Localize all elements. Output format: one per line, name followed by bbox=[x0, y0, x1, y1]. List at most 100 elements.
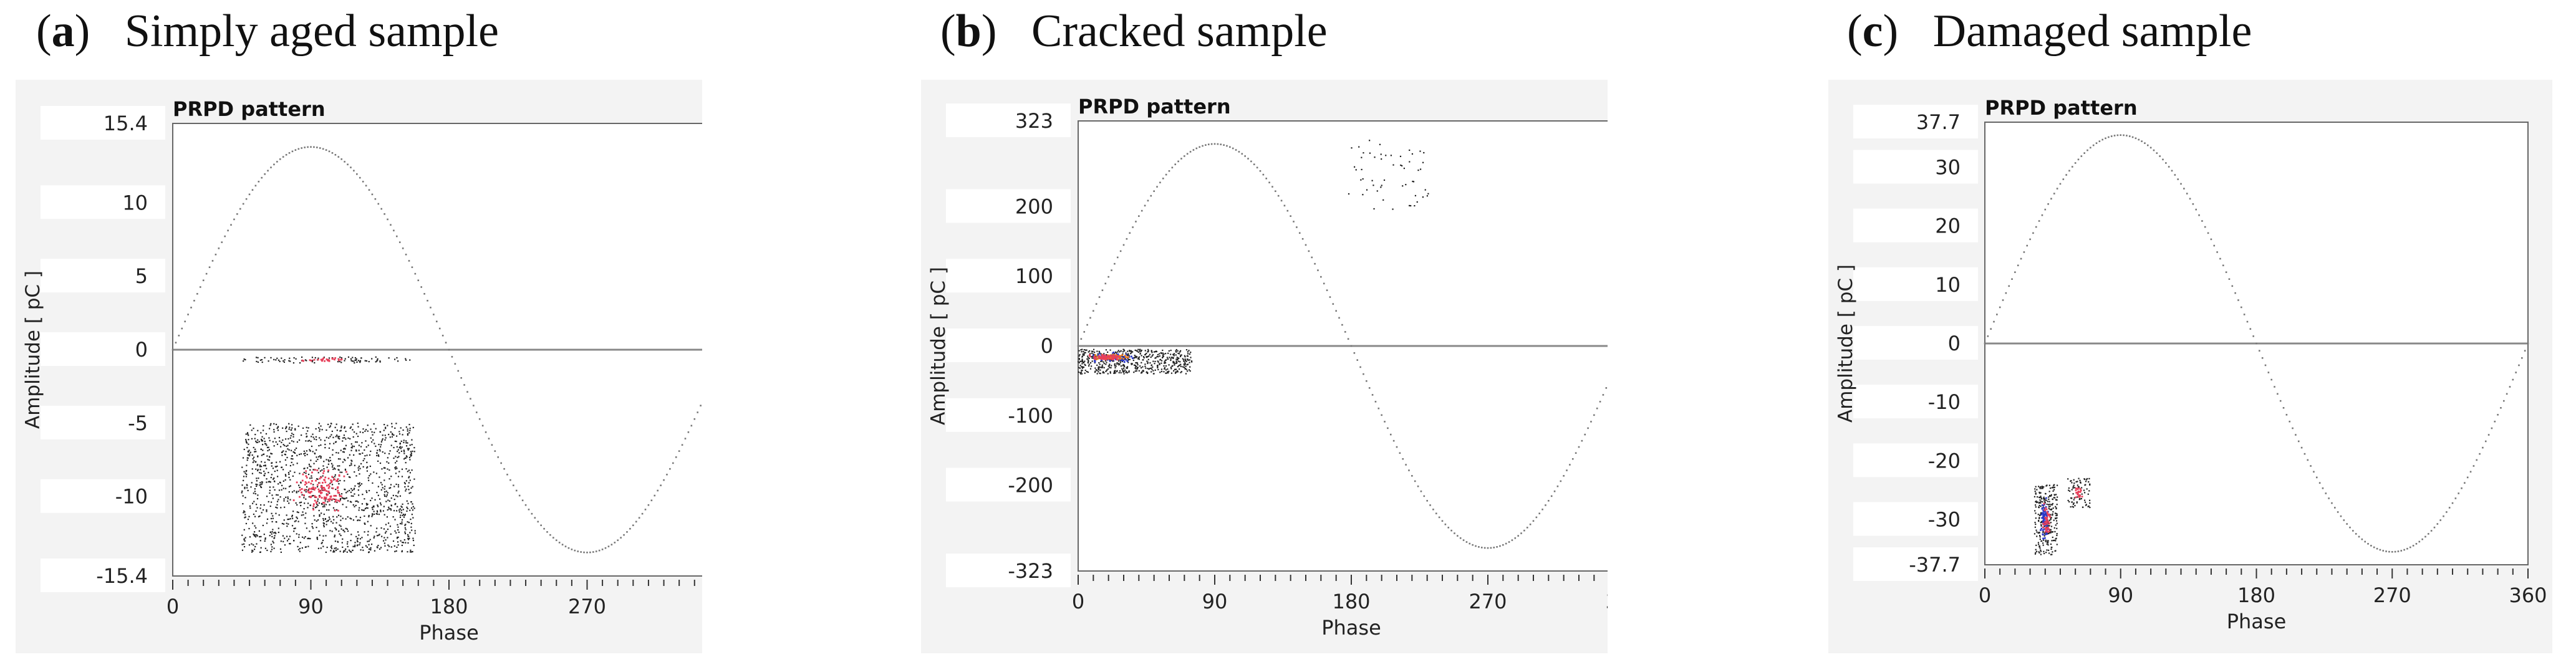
pd-point bbox=[2035, 549, 2037, 550]
pd-point bbox=[393, 486, 395, 487]
pd-point bbox=[355, 358, 357, 360]
pd-point bbox=[394, 467, 396, 469]
pd-point bbox=[1081, 369, 1083, 372]
sine-point bbox=[1520, 532, 1522, 534]
sine-point bbox=[1132, 226, 1134, 228]
sine-point bbox=[2017, 264, 2019, 267]
sine-point bbox=[1444, 523, 1447, 525]
pd-point bbox=[379, 462, 382, 464]
pd-point bbox=[358, 449, 360, 451]
pd-point bbox=[1100, 353, 1102, 355]
pd-point bbox=[306, 360, 307, 362]
pd-point bbox=[255, 468, 257, 470]
pd-point bbox=[400, 514, 402, 516]
pd-point bbox=[307, 481, 310, 484]
pd-point bbox=[2079, 479, 2081, 481]
pd-point bbox=[1426, 195, 1429, 197]
pd-point bbox=[326, 484, 328, 487]
pd-point bbox=[321, 512, 322, 514]
pd-point bbox=[1157, 361, 1159, 363]
pd-point bbox=[312, 527, 314, 529]
pd-point bbox=[1422, 161, 1424, 163]
pd-point bbox=[1156, 355, 1158, 358]
pd-point bbox=[323, 504, 325, 506]
sine-point bbox=[1462, 539, 1465, 541]
pd-point bbox=[2043, 539, 2045, 541]
pd-point bbox=[329, 504, 330, 506]
pd-point bbox=[411, 529, 413, 531]
pd-point bbox=[394, 462, 397, 464]
pd-point bbox=[2042, 505, 2044, 507]
pd-point bbox=[287, 496, 289, 498]
pd-point bbox=[1362, 194, 1364, 196]
sine-point bbox=[427, 300, 428, 302]
pd-point bbox=[396, 446, 398, 448]
sine-point bbox=[187, 314, 189, 315]
pd-point bbox=[327, 359, 329, 362]
pd-point bbox=[2055, 538, 2057, 540]
pd-point bbox=[272, 540, 274, 542]
pd-point bbox=[2045, 552, 2047, 554]
pd-point bbox=[271, 453, 273, 455]
pd-point bbox=[402, 429, 404, 431]
sine-point bbox=[2430, 530, 2433, 532]
pd-point bbox=[393, 358, 396, 360]
pd-point bbox=[359, 453, 360, 455]
pd-point bbox=[1119, 357, 1121, 359]
sine-point bbox=[2144, 142, 2146, 144]
sine-point bbox=[2032, 232, 2034, 234]
sine-point bbox=[635, 521, 637, 523]
sine-point bbox=[1517, 535, 1519, 537]
x-tick-label: 270 bbox=[1469, 590, 1507, 613]
pd-point bbox=[408, 537, 410, 539]
pd-point bbox=[260, 448, 262, 450]
sine-point bbox=[666, 473, 668, 476]
pd-point bbox=[410, 549, 412, 551]
pd-point bbox=[314, 507, 316, 509]
pd-point bbox=[408, 489, 410, 491]
pd-point bbox=[392, 434, 393, 436]
pd-point bbox=[256, 485, 258, 487]
pd-point bbox=[337, 478, 339, 481]
pd-point bbox=[329, 530, 331, 532]
pd-point bbox=[243, 545, 246, 548]
pd-point bbox=[342, 551, 345, 553]
pd-point bbox=[1121, 368, 1123, 370]
pd-point bbox=[270, 517, 273, 520]
pd-point bbox=[2042, 507, 2045, 509]
pd-point bbox=[278, 436, 281, 439]
sine-point bbox=[215, 253, 217, 256]
sine-point bbox=[2011, 278, 2013, 281]
pd-point bbox=[2040, 525, 2042, 527]
pd-point bbox=[324, 496, 326, 499]
pd-point bbox=[1157, 360, 1159, 362]
pd-point bbox=[368, 360, 370, 363]
pd-point bbox=[360, 549, 362, 551]
pd-point bbox=[309, 449, 311, 451]
pd-point bbox=[2046, 511, 2048, 513]
pd-point bbox=[302, 514, 304, 516]
pd-point bbox=[275, 423, 277, 425]
pd-point bbox=[380, 527, 382, 529]
pd-point bbox=[407, 551, 408, 553]
pd-point bbox=[296, 504, 298, 506]
pd-point bbox=[245, 440, 247, 442]
sine-point bbox=[543, 527, 545, 530]
y-tick-label: -10 bbox=[1928, 390, 1961, 414]
pd-point bbox=[1151, 371, 1152, 373]
pd-point bbox=[276, 469, 278, 471]
pd-point bbox=[414, 532, 416, 534]
pd-point bbox=[329, 496, 332, 498]
sine-point bbox=[1596, 407, 1598, 410]
pd-point bbox=[1185, 368, 1187, 370]
pd-point bbox=[2042, 530, 2044, 532]
pd-point bbox=[1088, 357, 1090, 360]
pd-point bbox=[2049, 509, 2051, 511]
pd-point bbox=[376, 360, 378, 362]
pd-point bbox=[1188, 369, 1190, 371]
pd-point bbox=[334, 547, 335, 549]
pd-point bbox=[2045, 518, 2047, 521]
pd-point bbox=[1079, 367, 1081, 369]
pd-point bbox=[395, 550, 397, 552]
pd-point bbox=[1144, 363, 1146, 365]
